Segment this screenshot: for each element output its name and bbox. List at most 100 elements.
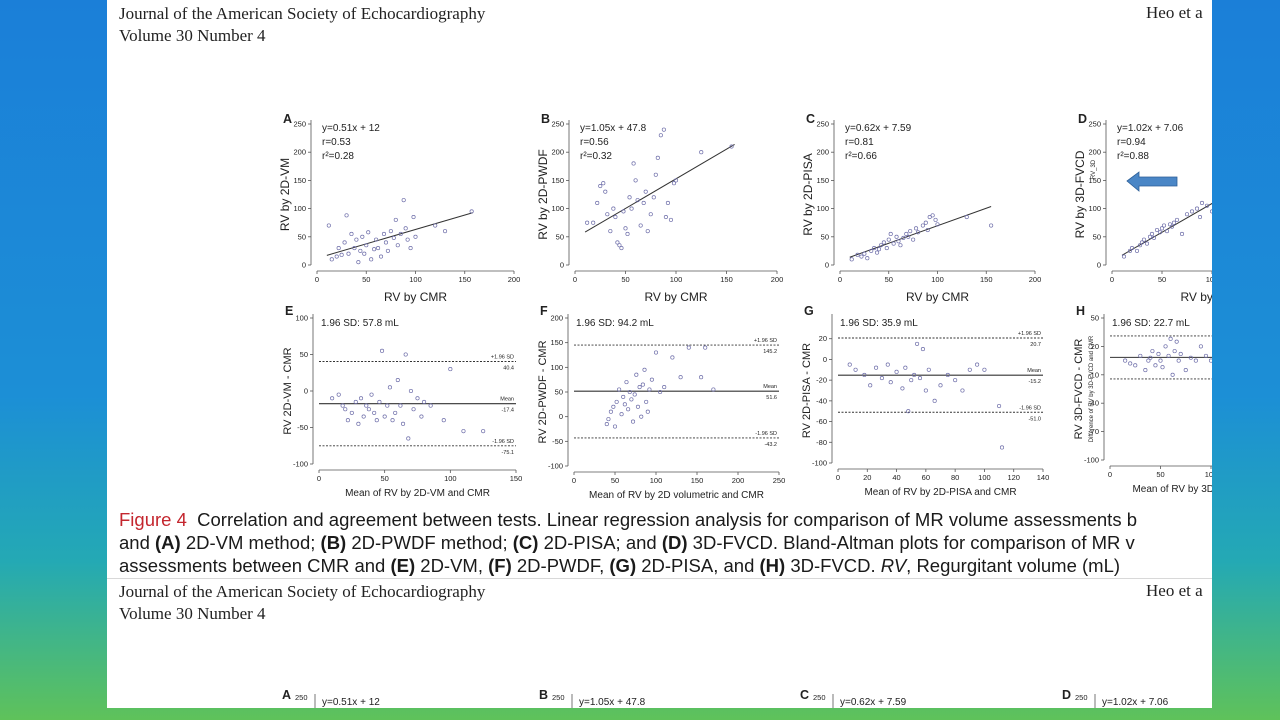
x-tick-label: 150 [720,275,733,284]
x-tick-label: 150 [510,474,523,483]
data-point [401,421,406,426]
x-tick-label: 150 [980,275,993,284]
data-point [336,246,341,251]
data-point [642,367,647,372]
data-point [872,246,877,251]
data-point [878,243,884,248]
data-point [627,389,632,395]
data-point [876,247,882,252]
data-point [645,409,650,414]
data-point [390,418,395,423]
data-point [626,407,631,412]
data-point [898,243,903,248]
data-point [366,407,371,412]
data-point [632,392,637,397]
y-tick-label: 250 [816,120,829,129]
x-tick-label: 0 [1108,470,1112,479]
data-point [629,206,634,211]
limit-value: -17.4 [501,408,514,414]
data-point [344,213,349,218]
x-tick-label: 100 [1206,275,1212,284]
data-point [894,234,899,239]
regression-stat: r²=0.28 [322,151,354,162]
data-point [398,403,403,408]
caption-fragment: , Regurgitant volume (mL) [906,555,1121,576]
regression-line [1121,202,1212,256]
regression-line [584,144,735,233]
x-tick-label: 100 [444,474,457,483]
x-tick-label: 0 [315,275,319,284]
data-point [1199,200,1205,206]
data-point [888,380,893,385]
sd-summary: 1.96 SD: 94.2 mL [576,318,654,329]
data-point [379,348,385,353]
data-point [442,229,448,234]
data-point [862,251,867,256]
data-point [401,198,406,203]
data-point [888,231,893,237]
data-point [613,215,618,220]
data-point [619,246,624,251]
y-tick-label: 250 [295,693,308,702]
data-point [678,375,683,380]
regression-stat: r=0.53 [322,137,351,148]
regression-stat: r²=0.88 [1117,151,1149,162]
data-point [648,212,653,217]
y-tick-label: 150 [1088,176,1101,185]
data-point [920,347,925,352]
data-point [1148,355,1153,360]
data-point [372,410,377,415]
y-tick-label: -40 [1088,399,1099,408]
x-tick-label: 50 [380,474,388,483]
regression-stat: y=1.05x + 47.8 [579,697,646,708]
data-point [1164,229,1170,234]
data-point [353,399,358,405]
data-point [874,365,879,370]
data-point [388,229,393,234]
y-tick-label: -60 [816,417,827,426]
caption-fragment: 2D-VM, [415,555,489,576]
data-point [953,378,958,383]
data-point [1159,226,1165,231]
panel-letter: H [1076,304,1085,318]
journal-volume: Volume 30 Number 4 [119,26,266,45]
data-point [935,222,940,227]
x-tick-label: 50 [1156,470,1164,479]
y-tick-label: 150 [816,176,829,185]
data-point [360,234,365,239]
data-point [415,396,420,401]
data-point [1163,344,1168,349]
caption-fragment: 2D-PISA; and [538,532,662,553]
data-point [1138,353,1143,358]
data-point [637,385,642,390]
y-tick-label: 100 [550,363,563,372]
data-point [881,240,886,245]
data-point [699,375,704,380]
data-point [1198,344,1203,349]
x-tick-label: 200 [771,275,784,284]
strip-panel-D: D 250 y=1.02x + 7.06 [1062,688,1169,708]
data-point [847,362,852,367]
y-tick-label: 100 [293,204,306,213]
data-point [849,257,854,262]
panel-letter: C [800,688,809,702]
y-tick-label: 200 [293,148,306,157]
data-point [349,231,354,237]
data-point [663,215,668,220]
data-point [635,198,640,203]
data-point [900,386,905,391]
y-tick-label: -100 [548,462,563,471]
panel-A: A 0 50 100 150 200 250 0 50 100 150 200 RV by CMR RV … [278,112,520,304]
caption-fragment: (E) [390,555,416,576]
regression-stat: y=1.02x + 7.06 [1117,123,1184,134]
regression-stat: r=0.56 [580,137,609,148]
data-point [874,250,880,255]
y-tick-label: 20 [819,334,827,343]
limit-value: 20.7 [1030,342,1041,348]
limit-value: 145.2 [763,349,777,355]
regression-stat: y=0.62x + 7.59 [845,123,912,134]
data-point [1171,220,1177,225]
data-point [926,367,931,372]
data-point [330,396,335,401]
data-point [625,231,630,237]
